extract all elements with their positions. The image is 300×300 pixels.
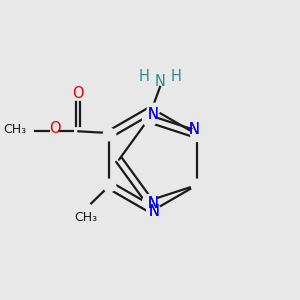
Text: N: N [148, 204, 159, 219]
Text: CH₃: CH₃ [3, 123, 26, 136]
Text: N: N [147, 196, 158, 211]
Text: N: N [154, 74, 166, 88]
Text: N: N [147, 196, 158, 211]
Text: N: N [148, 204, 159, 219]
Text: N: N [188, 122, 199, 137]
Text: N: N [147, 107, 158, 122]
Text: H: H [170, 69, 181, 84]
Text: CH₃: CH₃ [74, 211, 97, 224]
Text: O: O [49, 122, 60, 136]
Text: O: O [72, 86, 84, 101]
Text: H: H [139, 69, 150, 84]
Text: N: N [188, 122, 199, 137]
Text: N: N [147, 107, 158, 122]
